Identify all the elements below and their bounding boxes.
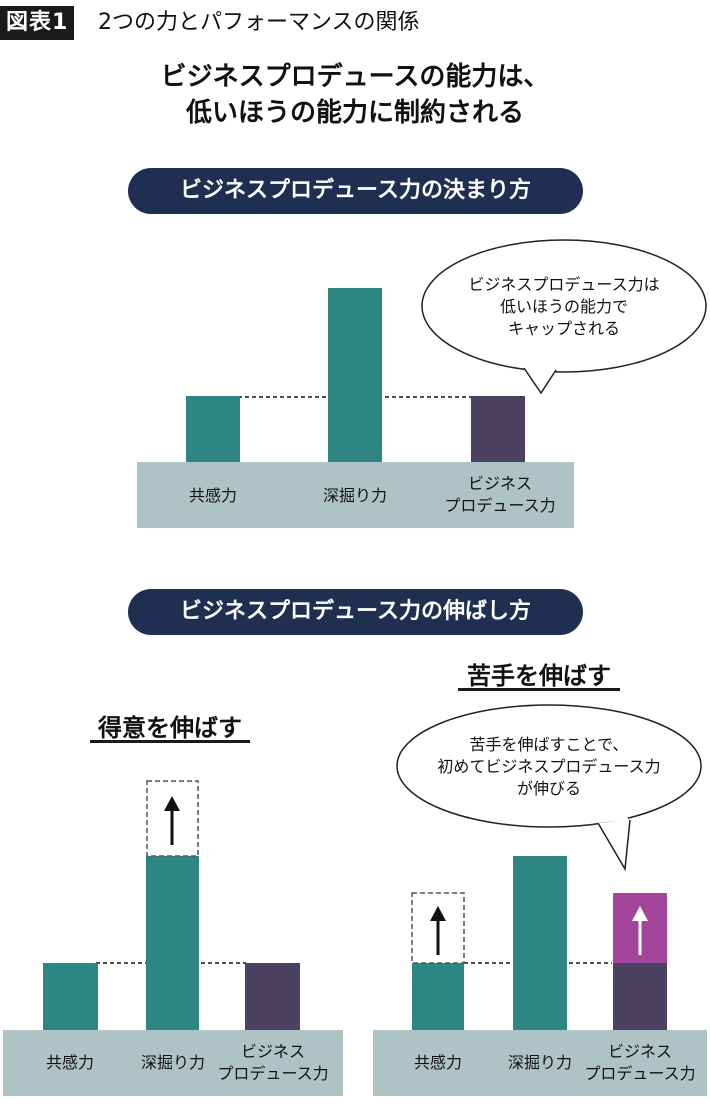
section1-label-empathy: 共感力 xyxy=(188,486,237,505)
section1-pill: ビジネスプロデュース力の決まり方 xyxy=(128,168,583,214)
section1-bar-deep-dive xyxy=(328,288,382,462)
figure-tag: 図表1 xyxy=(0,6,75,40)
right-label-bp-line-1: ビジネス xyxy=(607,1042,672,1061)
section2-speech-bubble xyxy=(396,704,702,872)
left-label-deep-dive: 深掘り力 xyxy=(140,1053,205,1072)
left-bar-business-produce xyxy=(245,963,300,1030)
section1-speech-bubble xyxy=(421,239,707,395)
right-growth-box xyxy=(411,892,465,964)
right-up-arrow-icon xyxy=(430,906,446,955)
section1-label-bp-line-2: プロデュース力 xyxy=(444,496,556,515)
right-white-arrow-icon xyxy=(632,906,648,955)
section2-bubble-line-3: が伸びる xyxy=(516,779,581,798)
headline-line-2: 低いほうの能力に制約される xyxy=(185,98,524,128)
section1-baseline xyxy=(137,462,574,528)
left-growth-box xyxy=(146,780,199,857)
right-label-deep-dive: 深掘り力 xyxy=(507,1053,572,1072)
section1-bar-empathy xyxy=(186,396,240,462)
right-label-empathy: 共感力 xyxy=(413,1053,462,1072)
right-bar-business-produce-base xyxy=(613,963,667,1030)
section2-pill: ビジネスプロデュース力の伸ばし方 xyxy=(128,589,583,635)
figure-title: 2つの力とパフォーマンスの関係 xyxy=(98,10,420,35)
section2-bubble-line-2: 初めてビジネスプロデュース力 xyxy=(437,757,661,776)
section1-label-bp-line-1: ビジネス xyxy=(467,474,532,493)
section1-label-deep-dive: 深掘り力 xyxy=(322,486,387,505)
left-bar-deep-dive xyxy=(146,856,199,1030)
left-heading: 得意を伸ばす xyxy=(98,714,242,742)
right-baseline xyxy=(373,1030,707,1096)
right-underline xyxy=(458,688,620,691)
right-bar-deep-dive xyxy=(513,856,567,1030)
section1-bubble-line-3: キャップされる xyxy=(507,319,620,338)
left-label-bp-line-1: ビジネス xyxy=(240,1042,305,1061)
headline-line-1: ビジネスプロデュースの能力は、 xyxy=(160,62,550,92)
section1-bubble-line-2: 低いほうの能力で xyxy=(499,297,628,316)
right-bar-empathy xyxy=(412,963,464,1030)
section1-bubble-line-1: ビジネスプロデュース力は xyxy=(468,275,660,294)
section1-bar-business-produce xyxy=(471,396,525,462)
left-underline xyxy=(90,740,250,743)
left-baseline xyxy=(3,1030,343,1096)
left-bar-empathy xyxy=(43,963,98,1030)
left-up-arrow-icon xyxy=(164,796,180,845)
right-label-bp-line-2: プロデュース力 xyxy=(584,1064,696,1083)
section2-bubble-line-1: 苦手を伸ばすことで、 xyxy=(469,735,629,754)
right-heading: 苦手を伸ばす xyxy=(467,662,611,690)
left-label-bp-line-2: プロデュース力 xyxy=(217,1064,329,1083)
left-label-empathy: 共感力 xyxy=(45,1053,94,1072)
